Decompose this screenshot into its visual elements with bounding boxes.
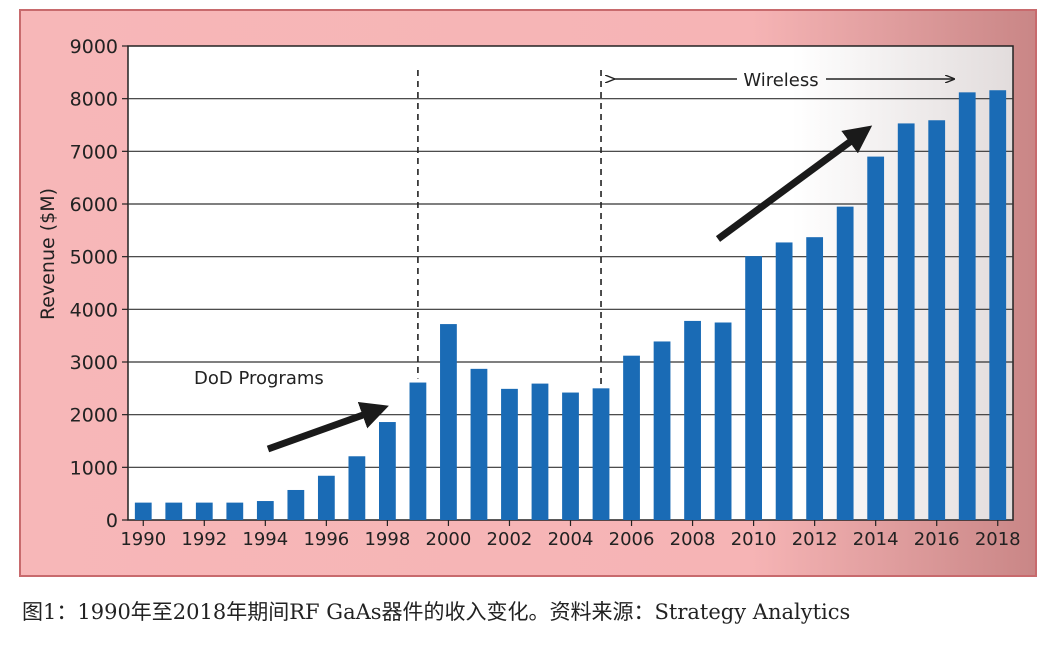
x-tick-label: 1996 [303, 529, 349, 550]
y-tick-label: 6000 [70, 194, 118, 216]
x-tick-label: 2010 [731, 529, 777, 550]
bar-2005 [592, 388, 610, 520]
bar-2007 [653, 341, 671, 520]
x-tick-label: 2008 [670, 529, 716, 550]
bar-1996 [317, 475, 335, 520]
bar-2009 [714, 322, 732, 520]
bar-2006 [623, 355, 640, 520]
bar-1990 [134, 502, 152, 520]
bar-2002 [501, 388, 518, 520]
bar-1998 [379, 422, 396, 520]
figure-caption: 图1：1990年至2018年期间RF GaAs器件的收入变化。资料来源：Stra… [22, 600, 851, 624]
bar-2008 [684, 320, 701, 520]
x-tick-labels: 1990 1992 1994 1996 1998 2000 2002 2004 2006 2008… [120, 520, 1021, 550]
y-tick-label: 9000 [70, 36, 118, 58]
bar-2017 [958, 92, 976, 520]
y-tick-label: 3000 [70, 352, 118, 374]
bar-2018 [989, 90, 1007, 521]
arrow-dod [266, 402, 389, 453]
y-tick-label: 7000 [70, 141, 118, 163]
y-tick-label: 4000 [70, 299, 118, 321]
bar-2001 [470, 368, 488, 520]
x-tick-label: 2002 [487, 529, 533, 550]
bar-2000 [440, 324, 457, 520]
bar-1999 [409, 382, 427, 520]
y-tick-label: 2000 [70, 405, 118, 427]
annotation-dod-programs: DoD Programs [194, 368, 324, 389]
bar-1991 [165, 502, 183, 520]
bar-2015 [897, 123, 915, 521]
bar-2012 [806, 237, 824, 520]
y-tick-label: 0 [106, 510, 118, 532]
bar-1993 [226, 502, 244, 520]
bar-2014 [867, 156, 885, 520]
x-tick-label: 2012 [792, 529, 838, 550]
bar-2003 [531, 383, 549, 520]
bar-1995 [287, 489, 305, 520]
bar-2010 [745, 256, 762, 520]
y-tick-label: 5000 [70, 247, 118, 269]
y-tick-label: 1000 [70, 457, 118, 479]
bar-1994 [256, 501, 274, 520]
bar-1997 [348, 456, 366, 520]
x-tick-label: 2018 [975, 529, 1021, 550]
x-tick-label: 2004 [548, 529, 594, 550]
arrow-wireless [715, 125, 873, 242]
x-tick-label: 2014 [853, 529, 899, 550]
bar-2004 [562, 392, 579, 520]
bars [134, 90, 1007, 521]
x-tick-label: 1992 [181, 529, 227, 550]
x-tick-label: 2016 [914, 529, 960, 550]
x-tick-label: 1990 [120, 529, 166, 550]
x-tick-label: 2006 [609, 529, 655, 550]
y-tick-label: 8000 [70, 89, 118, 111]
bar-1992 [195, 502, 213, 520]
bar-2011 [775, 242, 793, 521]
x-tick-label: 2000 [426, 529, 472, 550]
x-tick-label: 1998 [364, 529, 410, 550]
x-tick-label: 1994 [242, 529, 288, 550]
bar-2013 [836, 206, 854, 520]
y-tick-labels: 0 1000 2000 3000 4000 5000 6000 7000 8000 9000 [70, 36, 128, 532]
bar-2016 [928, 120, 946, 520]
y-axis-label: Revenue ($M) [37, 188, 59, 320]
annotation-wireless: Wireless [743, 70, 818, 91]
